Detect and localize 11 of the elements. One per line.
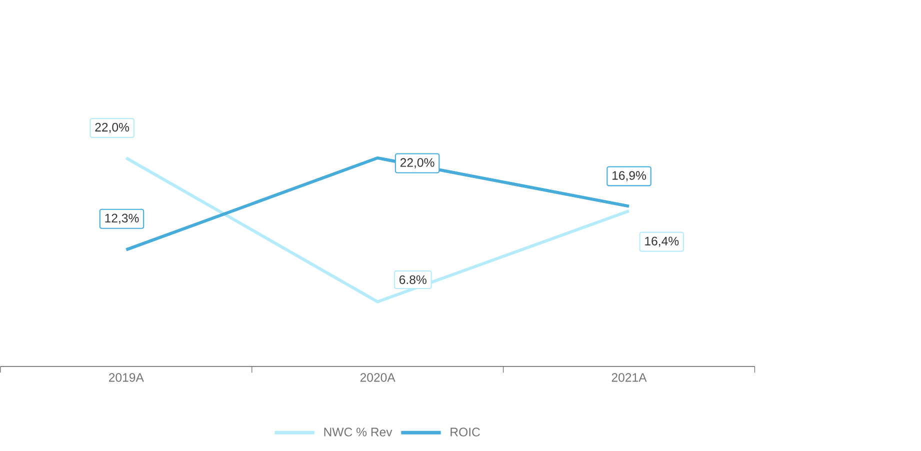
data-label: 16,9% [612, 171, 646, 182]
data-label: 16,4% [645, 236, 679, 248]
data-label: 22,0% [95, 122, 130, 134]
data-label: 12,3% [105, 214, 139, 224]
legend-label: NWC % Rev [324, 428, 392, 437]
data-label: 6.8% [399, 275, 426, 284]
x-tick-label: 2021A [612, 373, 647, 382]
x-tick-label: 2020A [360, 373, 396, 382]
legend-label: ROIC [450, 428, 480, 437]
data-label: 22,0% [400, 158, 434, 168]
x-tick-label: 2019A [108, 373, 144, 382]
